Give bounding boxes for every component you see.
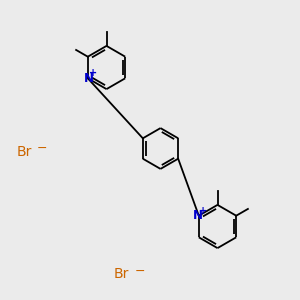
Text: −: − bbox=[37, 142, 47, 155]
Text: N: N bbox=[193, 209, 203, 222]
Text: +: + bbox=[199, 206, 207, 216]
Text: −: − bbox=[134, 265, 145, 278]
Text: Br: Br bbox=[16, 145, 32, 158]
Text: +: + bbox=[89, 68, 97, 79]
Text: N: N bbox=[83, 72, 93, 85]
Text: Br: Br bbox=[114, 268, 129, 281]
